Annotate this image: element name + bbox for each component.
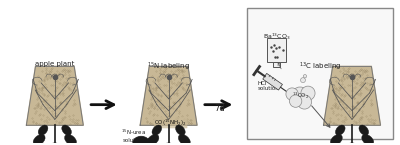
Polygon shape (26, 66, 83, 125)
Polygon shape (324, 66, 380, 125)
Bar (273, 61, 280, 67)
Circle shape (301, 86, 315, 100)
Ellipse shape (330, 134, 342, 145)
Text: $^{15}$N-urea
solution: $^{15}$N-urea solution (121, 127, 146, 143)
Ellipse shape (160, 143, 178, 145)
Text: Ba$^{13}$CO$_3$: Ba$^{13}$CO$_3$ (263, 32, 290, 42)
Ellipse shape (359, 125, 369, 135)
Ellipse shape (178, 134, 190, 145)
Ellipse shape (176, 125, 185, 135)
Bar (267, 38, 286, 61)
Text: 7d: 7d (214, 104, 225, 113)
Circle shape (303, 75, 307, 78)
Ellipse shape (336, 125, 345, 135)
Polygon shape (147, 139, 160, 145)
Ellipse shape (46, 143, 64, 145)
Circle shape (291, 87, 309, 105)
Polygon shape (140, 66, 197, 125)
Ellipse shape (38, 125, 48, 135)
Ellipse shape (362, 134, 374, 145)
Text: CO($^{15}$NH$_2$)$_2$: CO($^{15}$NH$_2$)$_2$ (154, 117, 187, 128)
Text: $^{13}$C labeling: $^{13}$C labeling (299, 60, 342, 73)
Circle shape (297, 95, 312, 109)
Ellipse shape (147, 134, 159, 145)
Ellipse shape (64, 134, 76, 145)
Ellipse shape (133, 136, 150, 145)
Text: apple plant: apple plant (35, 60, 74, 67)
Ellipse shape (343, 143, 361, 145)
Ellipse shape (62, 125, 72, 135)
Ellipse shape (33, 134, 45, 145)
Circle shape (290, 95, 302, 107)
Ellipse shape (152, 125, 162, 135)
Bar (247, 8, 393, 139)
Text: $^{13}$CO$_2$: $^{13}$CO$_2$ (292, 91, 310, 101)
Circle shape (300, 78, 306, 83)
Text: HCl
solution: HCl solution (258, 81, 280, 91)
Circle shape (286, 88, 298, 100)
Polygon shape (263, 73, 282, 90)
Text: $^{15}$N labeling: $^{15}$N labeling (147, 60, 190, 73)
